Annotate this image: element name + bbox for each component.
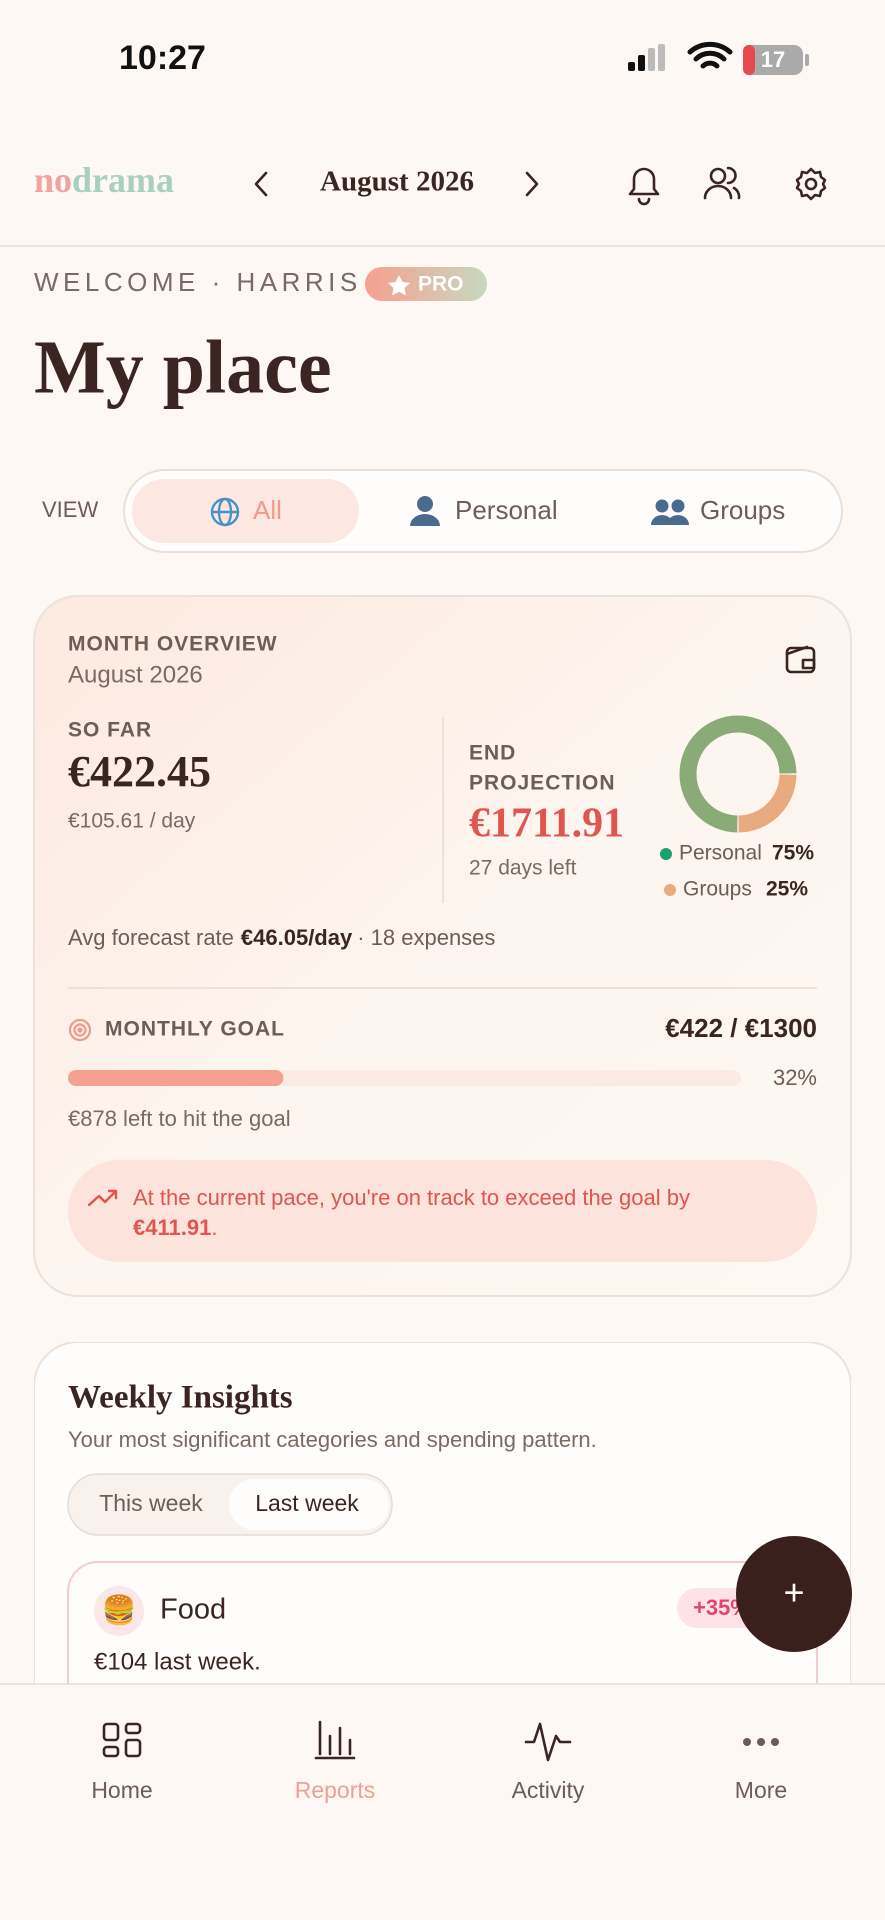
signal-icon [628, 44, 665, 71]
goal-alert [68, 1160, 817, 1262]
activity-icon [524, 1722, 572, 1762]
bottom-nav [0, 1684, 885, 1920]
nav-item[interactable]: Home [91, 1777, 152, 1803]
notifications-button[interactable] [628, 167, 660, 206]
overview-label: MONTH OVERVIEW [68, 633, 278, 656]
goal-icon [68, 1018, 92, 1042]
next-month[interactable] [525, 171, 539, 197]
prev-month[interactable] [254, 171, 268, 197]
globe-icon [210, 497, 240, 527]
week-tab-active [229, 1479, 389, 1530]
so-far-label: SO FAR [68, 719, 152, 742]
per-day: €105.61 / day [68, 810, 196, 833]
goal-percent: 32% [773, 1065, 817, 1090]
alert-end: . [211, 1215, 217, 1240]
trend-icon [87, 1189, 118, 1207]
star-icon [388, 275, 410, 296]
add-button-label: + [783, 1572, 804, 1613]
nav-item[interactable]: More [735, 1777, 787, 1803]
battery-level: 17 [761, 47, 785, 72]
logo-part: no [34, 160, 72, 200]
emoji-bg [94, 1586, 144, 1636]
home-icon [102, 1722, 142, 1758]
insights-subtitle: Your most significant categories and spe… [68, 1427, 597, 1452]
goal-label: MONTHLY GOAL [105, 1018, 285, 1041]
week-tab[interactable]: Last week [255, 1490, 359, 1516]
goal-progress [68, 1070, 284, 1086]
legend-dot [664, 884, 676, 896]
legend-name: Personal [679, 842, 762, 865]
reports-icon [314, 1720, 356, 1760]
logo-part: drama [72, 160, 174, 200]
split-legend: Personal 75% Groups 25% [660, 842, 814, 901]
people-button[interactable] [703, 166, 741, 200]
alert-text: €411.91. [133, 1215, 217, 1240]
page-title: My place [34, 325, 332, 409]
so-far-amount: €422.45 [68, 747, 211, 796]
overview-month: August 2026 [68, 661, 203, 688]
donut-segment [738, 774, 797, 833]
wifi-icon [687, 41, 733, 69]
month-label: August 2026 [320, 166, 474, 198]
view-option[interactable]: Groups [700, 495, 785, 525]
overview-card [33, 595, 852, 1297]
avg-prefix: Avg forecast rate [68, 925, 234, 950]
goal-amount: €422 / €1300 [665, 1013, 817, 1043]
view-option-active [132, 479, 359, 543]
view-option[interactable]: Personal [455, 495, 558, 525]
status-time: 10:27 [119, 39, 206, 77]
view-option[interactable]: All [253, 495, 282, 525]
avg-suffix: · 18 expenses [357, 925, 495, 950]
legend-value: 25% [766, 878, 808, 901]
category-emoji: 🍔 [102, 1593, 137, 1626]
logo[interactable]: nodrama [34, 160, 174, 200]
insights-title: Weekly Insights [68, 1380, 293, 1416]
week-tab[interactable]: This week [99, 1490, 203, 1516]
split-donut [679, 715, 797, 833]
person-icon [410, 496, 440, 526]
wallet-icon [785, 645, 816, 674]
legend-value: 75% [772, 842, 814, 865]
add-button[interactable] [736, 1536, 852, 1652]
category-card[interactable] [67, 1561, 818, 1762]
category-name: Food [160, 1594, 226, 1626]
battery-icon: 17 [743, 45, 809, 75]
avg-rate: €46.05/day [241, 925, 353, 950]
settings-button[interactable] [795, 167, 827, 201]
avg-line: Avg forecast rate €46.05/day · 18 expenses [68, 925, 495, 950]
pro-label: PRO [418, 273, 464, 296]
category-summary: €104 last week. [94, 1648, 261, 1675]
end-label: END [469, 742, 516, 765]
alert-text: At the current pace, you're on track to … [133, 1185, 690, 1210]
end-label: PROJECTION [469, 772, 616, 795]
welcome-label: WELCOME · HARRIS [34, 267, 362, 297]
group-icon [651, 499, 689, 525]
more-icon [743, 1738, 779, 1746]
legend-name: Groups [683, 878, 752, 901]
days-left: 27 days left [469, 857, 577, 880]
donut-segment [679, 715, 797, 833]
goal-left: €878 left to hit the goal [68, 1106, 291, 1131]
insights-section: Weekly Insights Your most significant ca… [34, 1342, 851, 1762]
nav-item[interactable]: Reports [295, 1777, 376, 1803]
legend-dot [660, 848, 672, 860]
nav-item[interactable]: Activity [512, 1777, 585, 1803]
view-label: VIEW [42, 497, 98, 522]
end-amount: €1711.91 [469, 801, 624, 847]
alert-amount: €411.91 [133, 1215, 211, 1240]
